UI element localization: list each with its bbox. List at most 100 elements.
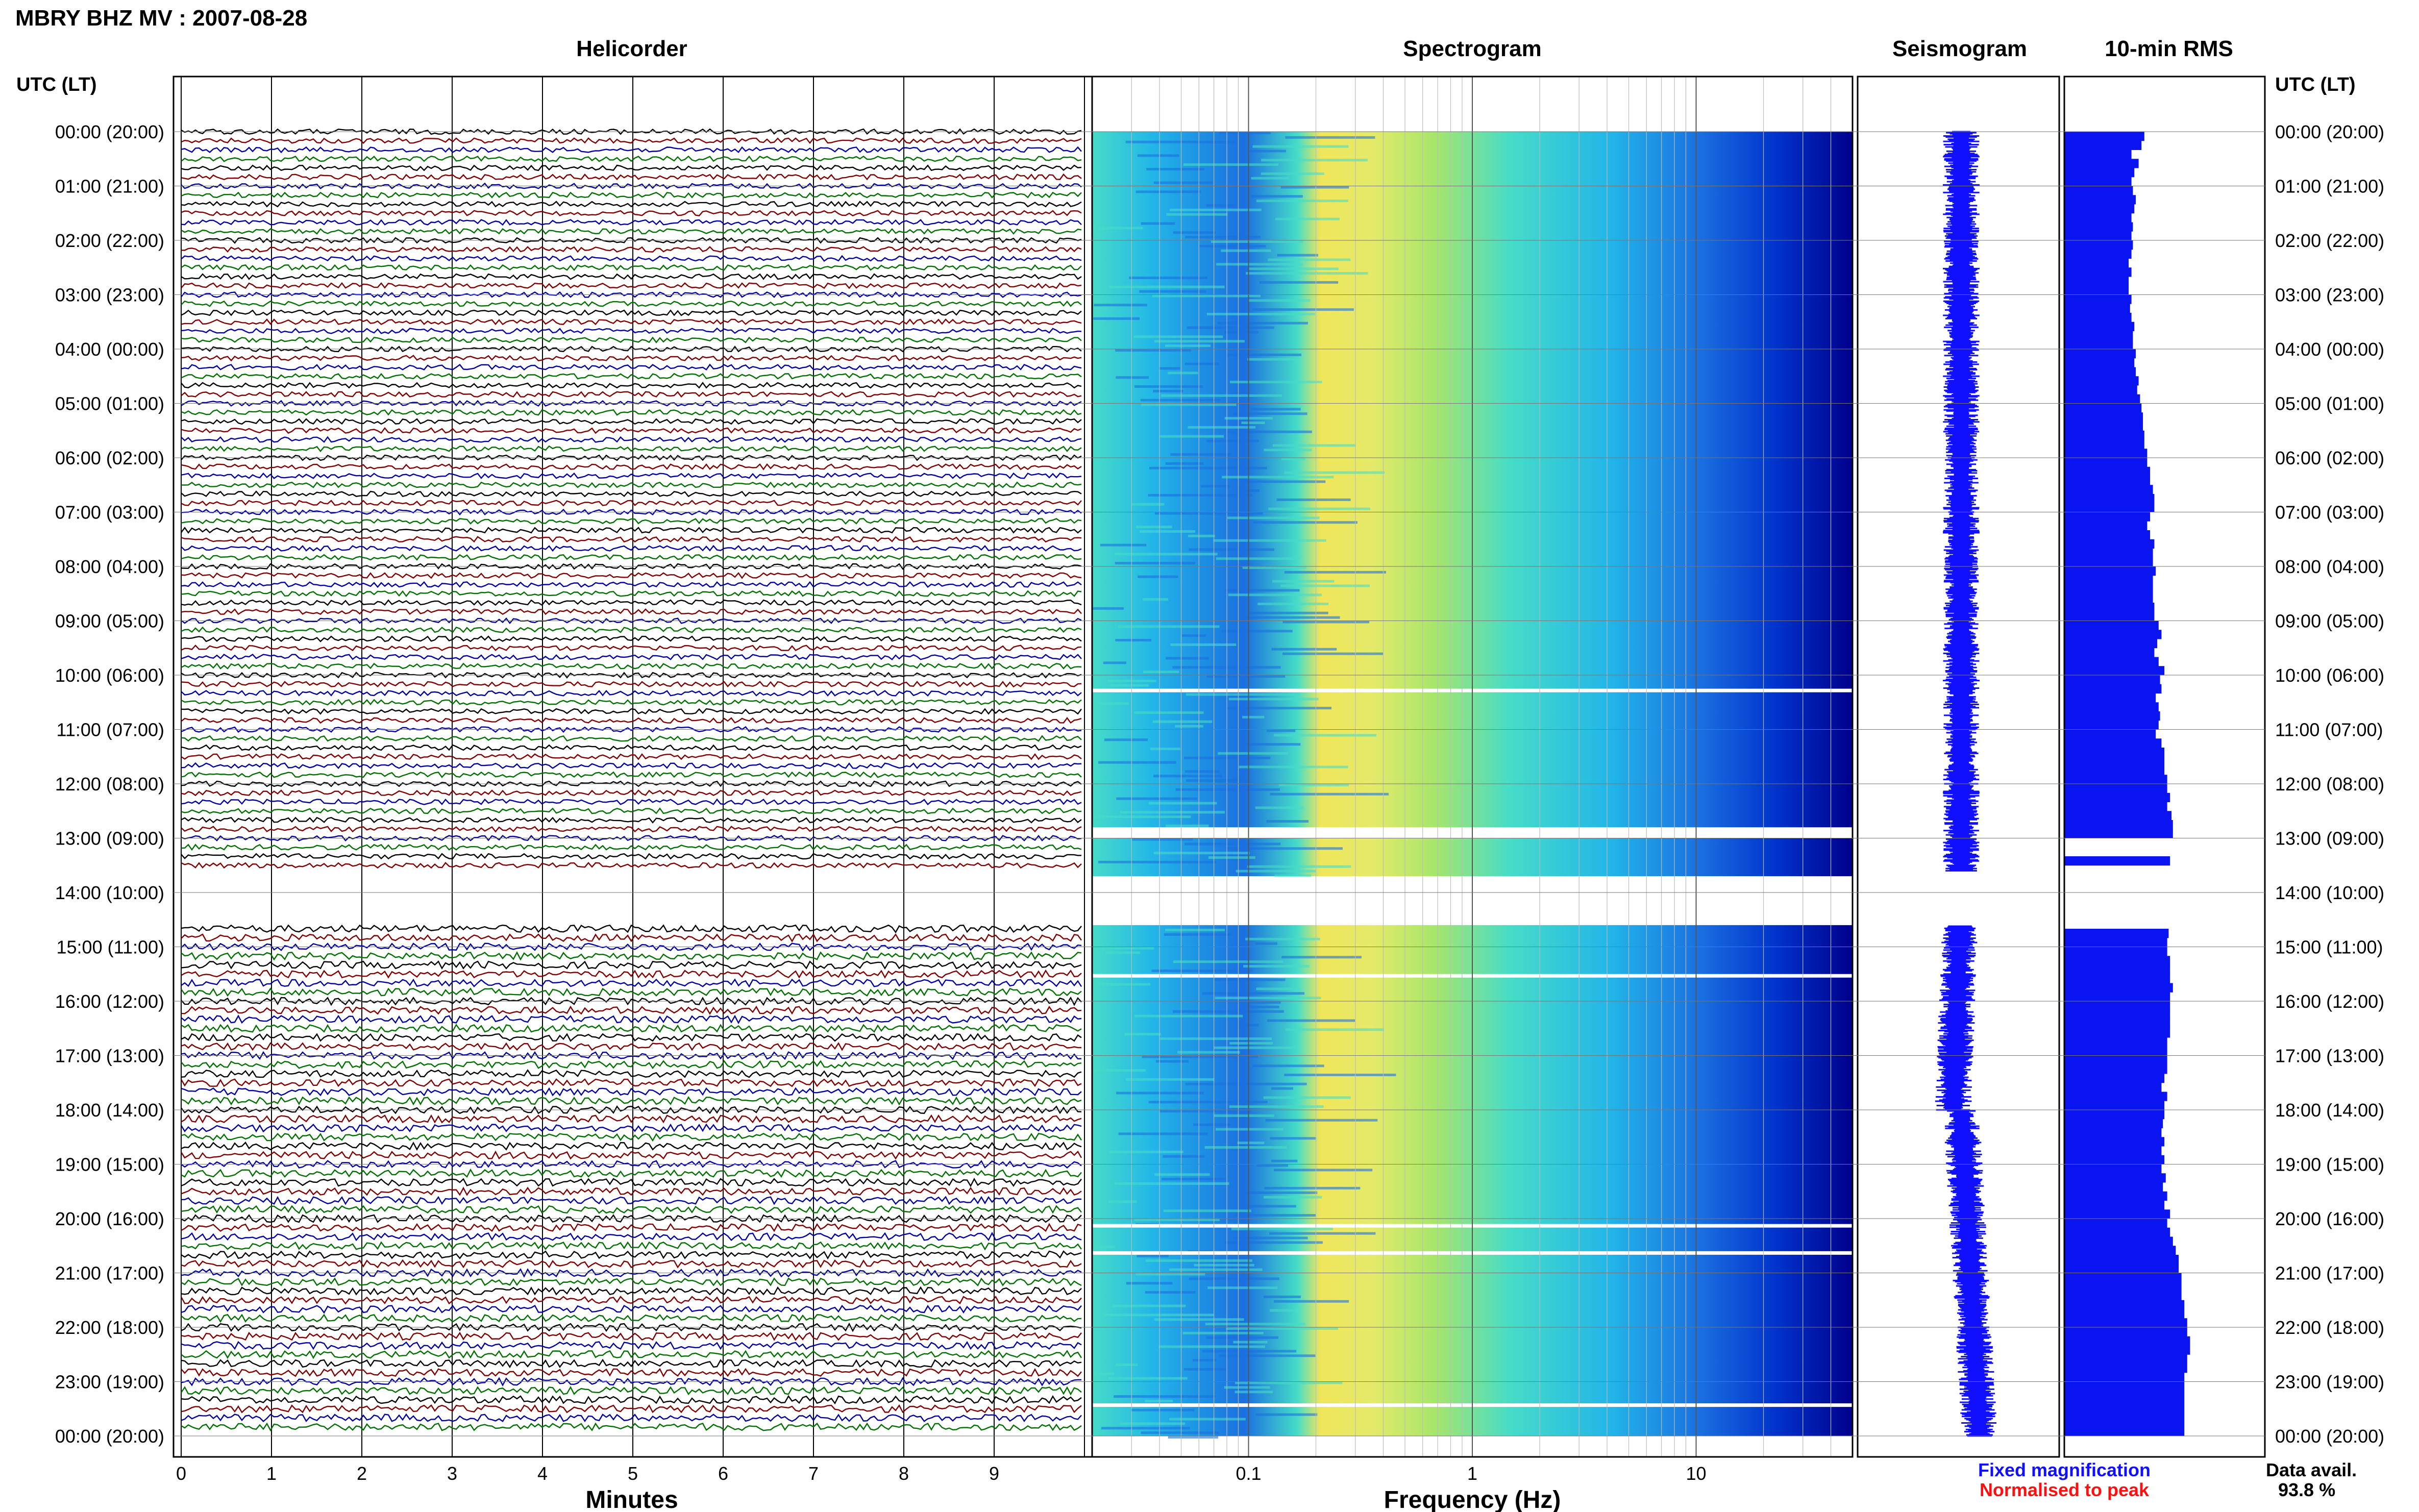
helicorder-trace — [181, 635, 1082, 642]
spectrogram-texture — [1141, 1431, 1219, 1434]
spectrogram-xlabel: Frequency (Hz) — [1384, 1486, 1561, 1512]
rms-bar — [2064, 1273, 2182, 1282]
helicorder-trace — [181, 1014, 1082, 1025]
helicorder-trace — [181, 1177, 1082, 1187]
time-tick-right: 02:00 (22:00) — [2275, 230, 2384, 251]
helicorder-trace — [181, 1277, 1082, 1286]
spectrogram-texture — [1136, 526, 1172, 529]
spectrogram-texture — [1109, 1150, 1183, 1153]
rms-bar — [2064, 1364, 2187, 1373]
spectrogram-texture — [1168, 371, 1198, 375]
helicorder-trace — [181, 1087, 1082, 1097]
rms-bar — [2064, 792, 2170, 802]
helicorder-trace — [181, 508, 1082, 516]
spectrogram-texture — [1256, 1164, 1288, 1167]
rms-bar — [2064, 1291, 2182, 1301]
spectrogram-texture — [1246, 150, 1287, 153]
spectrogram-texture — [1282, 621, 1370, 624]
helicorder-trace — [181, 427, 1082, 434]
spectrogram-texture — [1184, 362, 1220, 365]
time-tick-right: 08:00 (04:00) — [2275, 556, 2384, 577]
helicorder-trace — [181, 391, 1082, 398]
helicorder-trace — [181, 826, 1082, 833]
spectrogram-texture — [1235, 1214, 1316, 1217]
rms-bar — [2064, 748, 2164, 757]
axes-frame — [172, 76, 2266, 1458]
rms-bar — [2064, 711, 2160, 721]
spectrogram-texture — [1165, 462, 1203, 465]
rms-bar — [2064, 784, 2167, 794]
time-tick-right: 13:00 (09:00) — [2275, 828, 2384, 849]
spectrogram-texture — [1175, 788, 1280, 791]
spectrogram-texture — [1153, 181, 1213, 184]
spectrogram-texture — [1094, 304, 1147, 307]
spectrogram-texture — [1284, 1074, 1396, 1076]
helicorder-trace — [181, 708, 1082, 715]
rms-bar — [2064, 1146, 2162, 1156]
helicorder-trace — [181, 481, 1082, 488]
time-tick-left: 07:00 (03:00) — [55, 502, 164, 523]
spectrogram-texture — [1245, 937, 1320, 940]
seismogram-plot — [1935, 131, 1997, 1437]
time-tick-right: 16:00 (12:00) — [2275, 991, 2384, 1012]
rms-bar — [2064, 512, 2150, 522]
spectrogram-texture — [1233, 412, 1307, 415]
helicorder-trace — [181, 1358, 1082, 1369]
rms-bar — [2064, 756, 2164, 766]
rms-bar — [2064, 1128, 2162, 1137]
rms-bar — [2064, 1236, 2173, 1246]
spectrogram-texture — [1156, 1060, 1189, 1063]
spectrogram-texture — [1151, 969, 1253, 972]
helicorder-trace — [181, 1168, 1082, 1178]
helicorder-trace — [181, 1259, 1082, 1269]
helicorder-trace — [181, 237, 1082, 244]
helicorder-trace — [181, 1250, 1082, 1260]
helicorder-trace — [181, 1268, 1082, 1278]
spectrogram-texture — [1267, 1019, 1356, 1022]
rms-bar — [2064, 1110, 2164, 1120]
spectrogram-texture — [1186, 779, 1248, 782]
spectrogram-texture — [1219, 1354, 1316, 1357]
helicorder-trace — [181, 726, 1082, 733]
helicorder-trace — [181, 807, 1082, 814]
rms-bar — [2064, 1372, 2185, 1382]
spectrogram-texture — [1189, 1277, 1279, 1280]
rms-bar — [2064, 947, 2167, 956]
time-tick-left: 16:00 (12:00) — [55, 991, 164, 1012]
rms-bar — [2064, 630, 2162, 639]
spectrogram-frame — [1091, 76, 1854, 1458]
spectrogram-texture — [1104, 738, 1148, 741]
helicorder-trace — [181, 1404, 1082, 1414]
time-tick-right: 18:00 (14:00) — [2275, 1100, 2384, 1121]
rms-bar — [2064, 195, 2136, 205]
spectrogram-texture — [1263, 1096, 1351, 1099]
spectrogram-texture — [1152, 294, 1261, 298]
helicorder-trace — [181, 572, 1082, 579]
rms-bar — [2064, 340, 2133, 350]
rms-bar — [2064, 494, 2155, 504]
time-tick-right: 09:00 (05:00) — [2275, 611, 2384, 632]
helicorder-trace — [181, 861, 1082, 869]
rms-plot — [2064, 132, 2190, 1436]
spectrogram-texture — [1139, 290, 1206, 293]
rms-bar — [2064, 1263, 2179, 1273]
helicorder-trace — [181, 355, 1082, 362]
legend-normalised-to-peak: Normalised to peak — [1980, 1479, 2150, 1500]
rms-bar — [2064, 548, 2153, 558]
spectrogram-texture — [1146, 168, 1204, 170]
spectrogram-texture — [1093, 607, 1124, 610]
spectrogram-texture — [1136, 190, 1201, 193]
spectrogram-texture — [1133, 335, 1223, 338]
helicorder-trace — [181, 363, 1082, 371]
spectrogram-texture — [1126, 1282, 1173, 1285]
spectrogram-texture — [1108, 1377, 1188, 1380]
helicorder-trace — [181, 264, 1082, 271]
rms-bar — [2064, 856, 2170, 866]
rms-bar — [2064, 132, 2144, 141]
time-tick-left: 11:00 (07:00) — [57, 720, 164, 740]
spectrogram-texture — [1275, 217, 1340, 220]
helicorder-trace — [181, 273, 1082, 280]
spectrogram-texture — [1098, 860, 1217, 863]
helicorder-trace — [181, 164, 1082, 171]
helicorder-trace — [181, 490, 1082, 498]
